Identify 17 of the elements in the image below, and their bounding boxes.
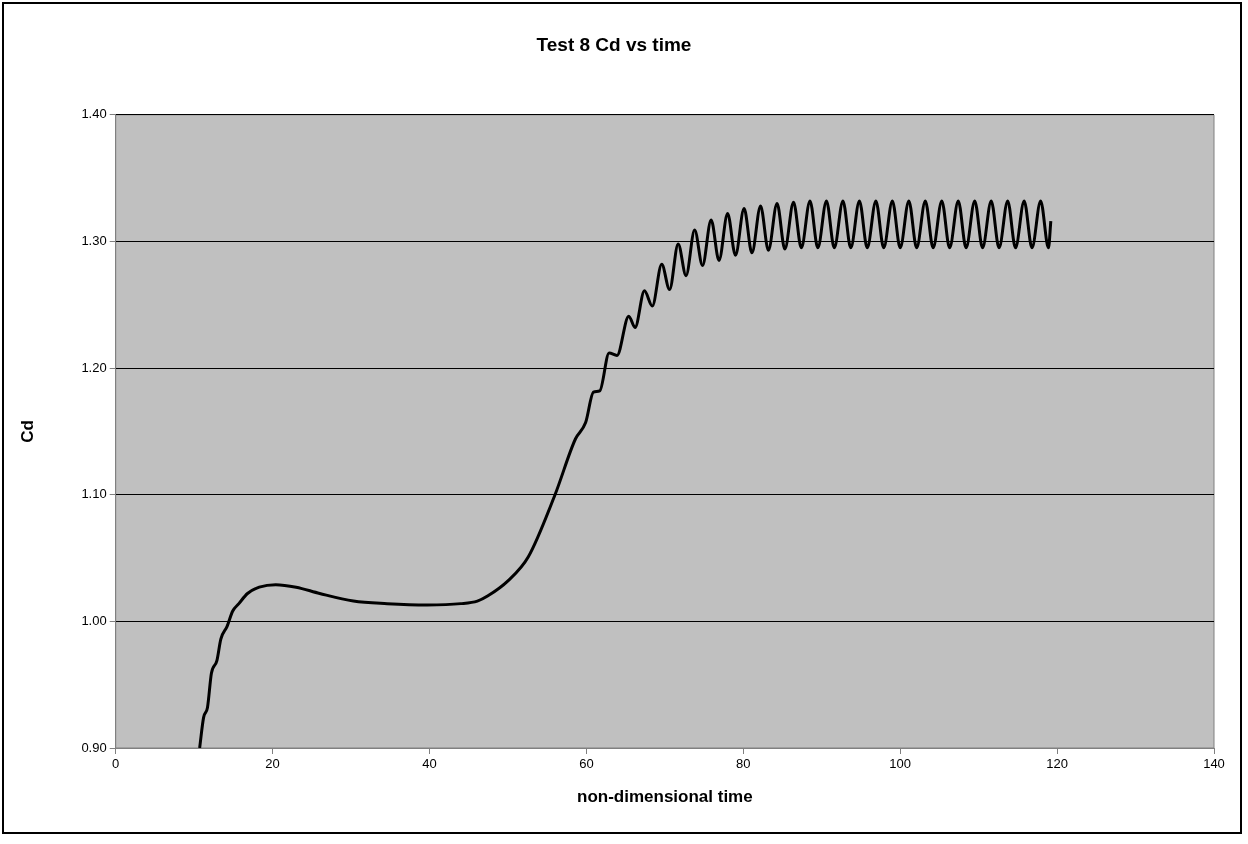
x-tick-label: 0 xyxy=(112,756,120,772)
x-tick-label: 20 xyxy=(265,756,280,772)
x-tick-label: 80 xyxy=(736,756,751,772)
x-tick-label: 140 xyxy=(1203,756,1225,772)
y-tick-label: 1.20 xyxy=(81,359,107,375)
chart-title: Test 8 Cd vs time xyxy=(536,33,692,55)
x-tick-label: 60 xyxy=(579,756,594,772)
y-tick-label: 1.30 xyxy=(81,233,107,249)
y-tick-label: 0.90 xyxy=(81,739,107,755)
x-tick-label: 120 xyxy=(1046,756,1068,772)
x-axis-title: non-dimensional time xyxy=(577,787,753,807)
y-tick-label: 1.00 xyxy=(81,612,107,628)
x-tick-label: 40 xyxy=(422,756,437,772)
x-tick-label: 100 xyxy=(889,756,912,772)
y-tick-label: 1.40 xyxy=(81,106,107,122)
y-tick-label: 1.10 xyxy=(81,486,107,502)
y-axis-title: Cd xyxy=(17,420,37,443)
